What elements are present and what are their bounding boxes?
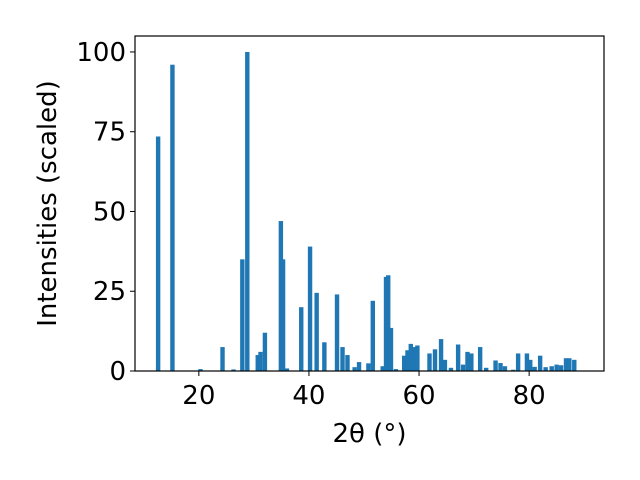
bar <box>549 366 554 371</box>
bar <box>528 359 533 371</box>
bar <box>465 351 470 371</box>
bar <box>493 360 498 371</box>
bar <box>383 276 389 371</box>
bar <box>563 358 569 371</box>
y-tick-label: 50 <box>93 197 126 227</box>
bar <box>415 345 420 371</box>
bar <box>554 364 559 371</box>
bar <box>408 343 413 371</box>
bar <box>240 259 245 371</box>
bar <box>340 347 345 371</box>
bar <box>438 339 444 371</box>
bars <box>155 51 577 371</box>
bar <box>352 367 357 371</box>
y-tick-label: 25 <box>93 277 126 307</box>
x-tick-label: 20 <box>182 381 215 411</box>
x-tick-label: 80 <box>513 381 546 411</box>
bar <box>483 367 489 371</box>
bar <box>524 353 530 371</box>
bar <box>220 347 225 371</box>
bar <box>280 259 286 371</box>
bar <box>393 369 399 371</box>
bar <box>502 366 508 371</box>
bar <box>532 366 537 371</box>
bar <box>262 332 268 371</box>
bar <box>537 355 543 371</box>
y-axis-label: Intensities (scaled) <box>33 80 63 327</box>
bar <box>442 359 448 371</box>
bar <box>356 362 362 371</box>
bar <box>572 359 577 371</box>
bar <box>455 344 461 371</box>
bar <box>231 369 236 371</box>
y-tick-label: 75 <box>93 118 126 148</box>
x-tick-label: 60 <box>402 381 435 411</box>
bar <box>245 51 250 371</box>
bar <box>366 363 371 371</box>
bar <box>460 364 466 371</box>
bar <box>558 365 564 371</box>
bar <box>543 367 548 371</box>
bar <box>432 349 438 371</box>
bar <box>515 353 521 371</box>
bar <box>448 367 454 371</box>
bar <box>307 246 313 371</box>
bar <box>314 292 319 371</box>
bar <box>469 353 474 371</box>
bar <box>255 355 260 371</box>
bar <box>299 307 304 371</box>
bar <box>477 347 483 371</box>
bar <box>370 300 376 371</box>
bar <box>386 275 391 371</box>
bar <box>380 366 385 371</box>
x-axis-label: 2θ (°) <box>332 419 406 449</box>
bar <box>411 347 417 371</box>
bar <box>401 355 407 371</box>
x-axis-ticks: 20 40 60 80 <box>182 371 546 411</box>
y-tick-label: 0 <box>109 357 126 387</box>
bar <box>427 353 432 371</box>
y-tick-label: 100 <box>76 38 126 68</box>
bar <box>334 294 340 371</box>
plot-frame <box>134 35 605 372</box>
bar <box>155 136 161 371</box>
bar <box>170 64 175 371</box>
bar <box>258 351 263 371</box>
bar <box>322 342 327 371</box>
bar <box>510 369 516 371</box>
x-tick-label: 40 <box>292 381 325 411</box>
bar <box>498 363 503 371</box>
bar <box>388 327 394 371</box>
y-axis-ticks: 0 25 50 75 100 <box>76 38 135 387</box>
bar <box>567 358 572 371</box>
bar <box>345 355 350 371</box>
bar <box>405 350 410 371</box>
bar <box>284 368 290 371</box>
bar <box>198 369 203 371</box>
